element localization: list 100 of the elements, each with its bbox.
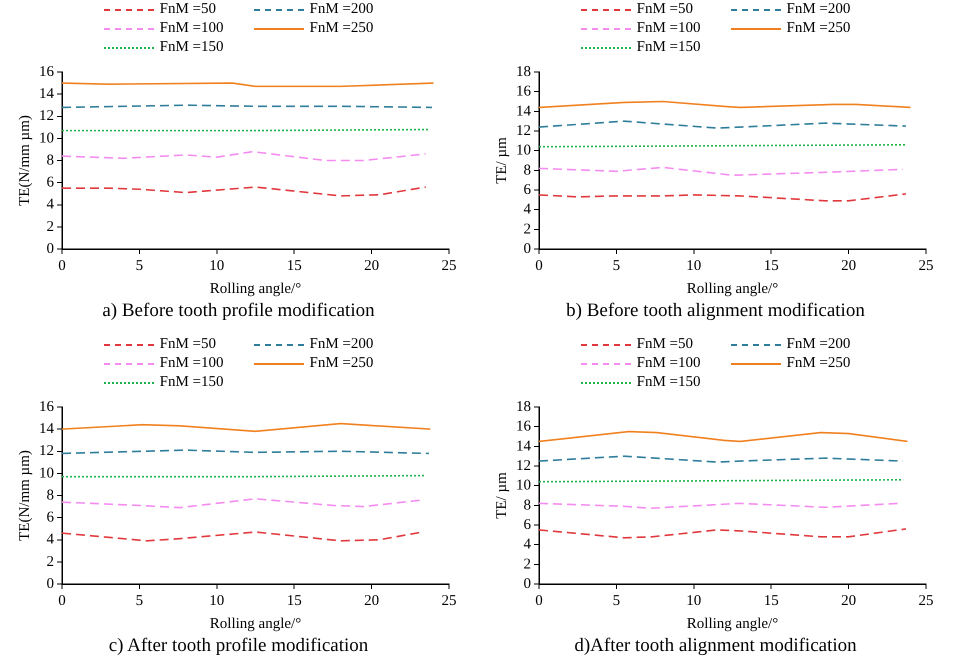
legend-label: FnM =50 xyxy=(160,336,216,353)
legend-label: FnM =250 xyxy=(786,20,850,37)
legend-label: FnM =100 xyxy=(636,20,700,37)
text: c) After tooth profile modification xyxy=(108,635,368,657)
y-tick-label: 10 xyxy=(38,465,54,482)
legend-label: FnM =250 xyxy=(310,355,374,372)
y-tick-label: 6 xyxy=(46,510,54,526)
x-tick-label: 25 xyxy=(441,592,456,609)
y-tick-label: 6 xyxy=(523,182,531,198)
text: b) Before tooth alignment modification xyxy=(566,300,865,322)
y-tick-label: 2 xyxy=(523,556,530,572)
x-tick-label: 5 xyxy=(135,592,143,609)
y-tick-label: 0 xyxy=(523,576,530,592)
legend-label: FnM =100 xyxy=(636,355,700,372)
y-tick-label: 8 xyxy=(523,162,530,178)
legend-label: FnM =200 xyxy=(786,336,850,353)
legend-label: FnM =250 xyxy=(786,355,850,372)
y-tick-label: 14 xyxy=(516,103,531,120)
y-tick-label: 4 xyxy=(46,532,54,548)
y-tick-label: 18 xyxy=(516,64,530,80)
y-tick-label: 12 xyxy=(516,458,530,474)
x-tick-label: 25 xyxy=(441,258,456,274)
x-tick-label: 10 xyxy=(686,258,701,274)
x-tick-label: 15 xyxy=(286,258,302,274)
legend-label: FnM =150 xyxy=(636,374,700,391)
x-axis-title: Rolling angle/° xyxy=(686,280,778,297)
x-tick-label: 20 xyxy=(840,592,856,609)
y-tick-label: 14 xyxy=(516,438,531,454)
y-axis-title: TE/ µm xyxy=(493,136,510,184)
legend-label: FnM =150 xyxy=(160,39,224,56)
x-tick-label: 10 xyxy=(208,592,224,609)
y-tick-label: 2 xyxy=(46,554,54,570)
legend-label: FnM =100 xyxy=(160,355,224,372)
y-tick-label: 12 xyxy=(516,122,530,139)
x-tick-label: 20 xyxy=(840,258,856,274)
legend-label: FnM =150 xyxy=(636,39,700,56)
x-tick-label: 5 xyxy=(612,258,620,274)
y-tick-label: 10 xyxy=(38,130,54,146)
y-axis-title: TE(N/mm µm) xyxy=(16,115,32,206)
y-axis-title: TE/ µm xyxy=(493,472,510,519)
y-tick-label: 16 xyxy=(516,418,531,435)
y-tick-label: 16 xyxy=(38,64,54,80)
y-tick-label: 14 xyxy=(38,86,54,102)
legend-label: FnM =250 xyxy=(310,20,374,37)
y-tick-label: 0 xyxy=(523,240,530,257)
x-tick-label: 15 xyxy=(286,592,302,609)
x-tick-label: 20 xyxy=(364,258,379,274)
y-tick-label: 12 xyxy=(38,443,54,460)
y-tick-label: 4 xyxy=(523,536,531,553)
line-series xyxy=(62,150,426,162)
legend-label: FnM =50 xyxy=(636,336,693,353)
x-tick-label: 25 xyxy=(918,592,933,609)
y-tick-label: 2 xyxy=(523,221,530,238)
legend-label: FnM =50 xyxy=(160,1,216,18)
y-tick-label: 10 xyxy=(516,478,530,494)
legend-label: FnM =50 xyxy=(636,1,693,18)
x-tick-label: 25 xyxy=(918,258,933,274)
x-axis-title: Rolling angle/° xyxy=(209,280,301,297)
x-tick-label: 15 xyxy=(763,592,778,609)
y-tick-label: 0 xyxy=(46,240,54,257)
y-tick-label: 4 xyxy=(46,196,54,213)
legend-label: FnM =200 xyxy=(310,336,374,353)
y-tick-label: 12 xyxy=(38,108,54,124)
x-tick-label: 0 xyxy=(534,592,542,609)
y-tick-label: 14 xyxy=(38,421,54,438)
y-tick-label: 8 xyxy=(523,497,530,514)
y-tick-label: 4 xyxy=(523,202,531,218)
line-series xyxy=(538,166,904,176)
x-tick-label: 0 xyxy=(58,258,66,274)
x-axis-title: Rolling angle/° xyxy=(686,616,778,632)
y-tick-label: 16 xyxy=(516,84,531,100)
y-tick-label: 6 xyxy=(46,174,54,191)
y-tick-label: 8 xyxy=(46,152,54,168)
x-tick-label: 10 xyxy=(208,258,224,274)
line-series xyxy=(538,528,906,539)
y-tick-label: 8 xyxy=(46,487,54,504)
legend-label: FnM =100 xyxy=(160,20,224,37)
line-series xyxy=(538,193,906,202)
x-tick-label: 0 xyxy=(58,592,66,609)
x-tick-label: 15 xyxy=(763,258,778,274)
line-series xyxy=(62,186,426,197)
x-tick-label: 5 xyxy=(135,258,143,274)
legend-label: FnM =200 xyxy=(786,1,850,18)
line-series xyxy=(538,120,906,129)
y-tick-label: 2 xyxy=(46,218,54,235)
y-tick-label: 10 xyxy=(516,142,530,159)
x-tick-label: 0 xyxy=(534,258,542,274)
y-tick-label: 0 xyxy=(46,576,54,592)
x-tick-label: 20 xyxy=(364,592,379,609)
text: a) Before tooth profile modification xyxy=(102,300,375,322)
text: d)After tooth alignment modification xyxy=(574,635,857,657)
y-tick-label: 18 xyxy=(516,398,530,415)
x-axis-title: Rolling angle/° xyxy=(209,616,301,632)
y-axis-title: TE(N/mm µm) xyxy=(16,450,32,541)
legend-label: FnM =150 xyxy=(160,374,224,391)
legend-label: FnM =200 xyxy=(310,1,374,18)
y-tick-label: 6 xyxy=(523,516,531,533)
y-tick-label: 16 xyxy=(38,398,54,415)
x-tick-label: 10 xyxy=(686,592,701,609)
x-tick-label: 5 xyxy=(612,592,620,609)
